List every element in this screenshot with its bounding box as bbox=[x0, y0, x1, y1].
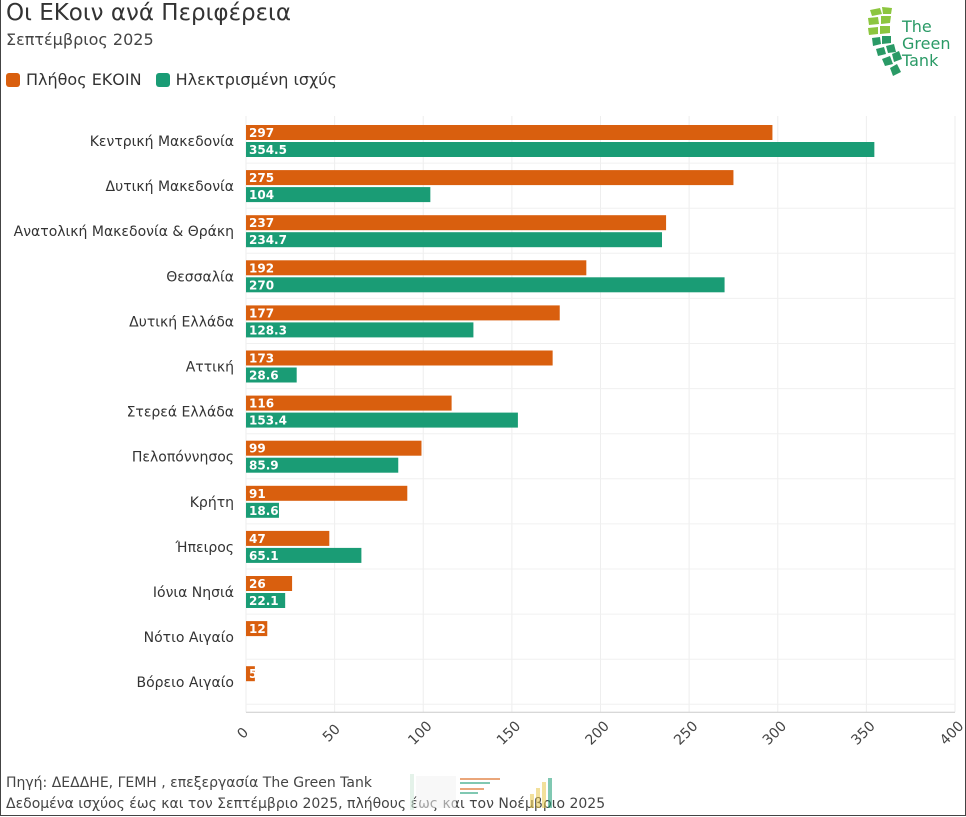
bar-power bbox=[246, 367, 297, 383]
data-label-power: 270 bbox=[249, 278, 274, 292]
chart-thumbnail-image bbox=[410, 774, 552, 810]
category-label: Πελοπόννησος bbox=[132, 450, 234, 466]
data-label-power: 28.6 bbox=[249, 369, 279, 383]
category-label: Θεσσαλία bbox=[166, 269, 234, 285]
data-label-power: 65.1 bbox=[249, 549, 279, 563]
bar-count bbox=[246, 485, 408, 501]
bar-chart: Κεντρική Μακεδονία 297 354.5 Δυτική Μακεδον… bbox=[14, 116, 966, 749]
category-label: Ιόνια Νησιά bbox=[153, 585, 234, 601]
data-label-count: 192 bbox=[249, 261, 274, 275]
bar-count bbox=[246, 125, 773, 140]
bar-count bbox=[246, 440, 422, 456]
data-label-count: 177 bbox=[249, 306, 274, 320]
logo-text-green: Green bbox=[902, 34, 951, 53]
legend-label-count: Πλήθος ΕΚΟΙΝ bbox=[26, 70, 142, 89]
category-label: Στερεά Ελλάδα bbox=[127, 405, 234, 421]
category-label: Ανατολική Μακεδονία & Θράκη bbox=[14, 224, 234, 240]
data-label-count: 26 bbox=[249, 577, 266, 591]
data-label-power: 153.4 bbox=[249, 414, 287, 428]
logo-leaf-icon bbox=[868, 7, 902, 76]
data-label-count: 99 bbox=[249, 442, 266, 456]
bar-power bbox=[246, 322, 474, 338]
bar-power bbox=[246, 277, 725, 293]
category-label: Βόρειο Αιγαίο bbox=[136, 675, 234, 691]
legend: Πλήθος ΕΚΟΙΝ Ηλεκτρισμένη ισχύς bbox=[6, 70, 351, 89]
bar-count bbox=[246, 621, 268, 637]
chart-title: Οι ΕΚοιν ανά Περιφέρεια bbox=[6, 0, 291, 26]
x-tick-label: 200 bbox=[583, 718, 613, 748]
logo-text-tank: Tank bbox=[902, 51, 939, 70]
bar-power bbox=[246, 187, 431, 203]
bar-count bbox=[246, 395, 452, 411]
x-tick-label: 50 bbox=[320, 722, 344, 746]
category-label: Αττική bbox=[186, 360, 234, 376]
x-tick-label: 400 bbox=[937, 718, 966, 748]
bar-count bbox=[246, 576, 293, 591]
bar-count bbox=[246, 350, 553, 366]
data-label-count: 12 bbox=[249, 622, 266, 636]
footer-source: Πηγή: ΔΕΔΔΗΕ, ΓΕΜΗ , επεξεργασία The Gre… bbox=[6, 775, 372, 791]
bar-power bbox=[246, 593, 286, 608]
legend-label-power: Ηλεκτρισμένη ισχύς bbox=[175, 70, 337, 89]
bar-power bbox=[246, 547, 362, 563]
data-label-count: 47 bbox=[249, 532, 266, 546]
x-tick-label: 0 bbox=[234, 725, 252, 743]
chart-subtitle: Σεπτέμβριος 2025 bbox=[6, 30, 154, 49]
bar-count bbox=[246, 260, 587, 276]
bar-count bbox=[246, 215, 667, 231]
category-label: Ήπειρος bbox=[174, 540, 234, 556]
data-label-count: 237 bbox=[249, 216, 274, 230]
data-label-power: 85.9 bbox=[249, 459, 279, 473]
bar-count bbox=[246, 666, 255, 682]
data-label-power: 18.6 bbox=[249, 504, 279, 518]
x-tick-label: 100 bbox=[405, 718, 435, 748]
logo-text-the: The bbox=[902, 17, 932, 36]
data-label-power: 22.1 bbox=[249, 594, 279, 608]
bar-power bbox=[246, 412, 518, 428]
data-label-power: 354.5 bbox=[249, 143, 287, 157]
data-label-count: 91 bbox=[249, 487, 266, 501]
legend-swatch-power bbox=[155, 72, 170, 87]
data-label-power: 128.3 bbox=[249, 323, 287, 337]
bar-power bbox=[246, 142, 875, 157]
x-tick-label: 150 bbox=[494, 718, 524, 748]
data-label-power: 104 bbox=[249, 188, 274, 202]
green-tank-logo: The Green Tank bbox=[866, 4, 962, 80]
x-tick-label: 300 bbox=[760, 718, 790, 748]
x-tick-label: 250 bbox=[671, 718, 701, 748]
data-label-power: 234.7 bbox=[249, 233, 287, 247]
bar-power bbox=[246, 232, 663, 248]
data-label-count: 297 bbox=[249, 126, 274, 140]
category-label: Κεντρική Μακεδονία bbox=[90, 134, 234, 150]
category-label: Δυτική Ελλάδα bbox=[129, 314, 234, 330]
legend-item-count[interactable]: Πλήθος ΕΚΟΙΝ bbox=[6, 70, 142, 89]
bar-power bbox=[246, 457, 399, 473]
category-label: Κρήτη bbox=[190, 495, 234, 511]
data-label-count: 173 bbox=[249, 352, 274, 366]
data-label-count: 275 bbox=[249, 171, 274, 185]
category-label: Νότιο Αιγαίο bbox=[144, 630, 234, 646]
x-tick-label: 350 bbox=[848, 718, 878, 748]
data-label-count: 116 bbox=[249, 397, 274, 411]
category-label: Δυτική Μακεδονία bbox=[106, 179, 234, 195]
bar-count bbox=[246, 305, 560, 321]
legend-swatch-count bbox=[6, 72, 20, 87]
legend-item-power[interactable]: Ηλεκτρισμένη ισχύς bbox=[155, 70, 337, 89]
bar-power bbox=[246, 502, 279, 518]
data-label-count: 5 bbox=[249, 667, 257, 681]
bar-count bbox=[246, 530, 330, 546]
bar-count bbox=[246, 170, 734, 186]
